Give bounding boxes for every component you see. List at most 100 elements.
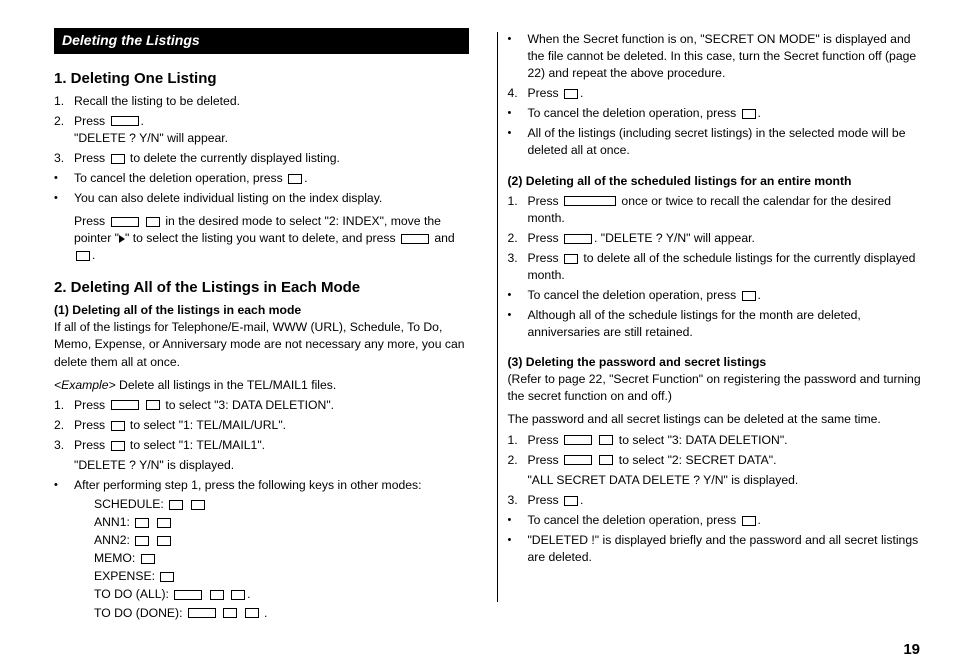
key-icon — [135, 518, 149, 528]
step-body: Press once or twice to recall the calend… — [527, 193, 922, 227]
step-body: Recall the listing to be deleted. — [74, 93, 469, 110]
text: to select "3: DATA DELETION". — [162, 398, 334, 412]
mode-line: ANN2: — [94, 532, 469, 549]
key-icon — [157, 518, 171, 528]
text — [141, 398, 144, 412]
bullet-body: After performing step 1, press the follo… — [74, 477, 469, 623]
bullet-row: • To cancel the deletion operation, pres… — [507, 287, 922, 304]
bullet-body: You can also delete individual listing o… — [74, 190, 469, 264]
mode-label: TO DO (DONE): — [94, 606, 182, 620]
step-body: Press . "DELETE ? Y/N" will appear. — [74, 113, 469, 147]
key-icon — [111, 400, 139, 410]
example-line: <Example> Delete all listings in the TEL… — [54, 377, 469, 394]
key-icon — [599, 435, 613, 445]
step-num: 2. — [54, 417, 74, 434]
key-icon — [564, 89, 578, 99]
mode-label: EXPENSE: — [94, 569, 155, 583]
step-body: Press . — [527, 492, 922, 509]
step-row: 1. Press to select "3: DATA DELETION". — [54, 397, 469, 414]
index-instruction: Press in the desired mode to select "2: … — [74, 213, 469, 264]
step-row: 1. Press once or twice to recall the cal… — [507, 193, 922, 227]
text: " to select the listing you want to dele… — [125, 231, 399, 245]
text: Press — [527, 453, 562, 467]
step-num: 3. — [54, 150, 74, 167]
step-row: 3. Press . — [507, 492, 922, 509]
key-icon — [141, 554, 155, 564]
step-num: 1. — [54, 397, 74, 414]
text: To cancel the deletion operation, press — [74, 171, 286, 185]
text: to select "1: TEL/MAIL1". — [127, 438, 266, 452]
step-body: Press . "DELETE ? Y/N" will appear. — [527, 230, 922, 247]
bullet-body: To cancel the deletion operation, press … — [527, 512, 922, 529]
key-icon — [210, 590, 224, 600]
mode-label: SCHEDULE: — [94, 497, 164, 511]
bullet-icon: • — [507, 532, 527, 566]
text: . — [92, 248, 95, 262]
bullet-body: "DELETED !" is displayed briefly and the… — [527, 532, 922, 566]
step-row: 3. Press to delete the currently display… — [54, 150, 469, 167]
text: Press — [527, 251, 562, 265]
mode-line: SCHEDULE: — [94, 496, 469, 513]
key-icon — [160, 572, 174, 582]
text: . — [580, 86, 583, 100]
step-body: Press to select "1: TEL/MAIL1". — [74, 437, 469, 454]
text: . — [580, 493, 583, 507]
bullet-icon: • — [507, 31, 527, 82]
step-num: 1. — [507, 193, 527, 227]
mode3-line: The password and all secret listings can… — [507, 411, 922, 428]
mode-line: TO DO (DONE): . — [94, 605, 469, 622]
step-num: 1. — [54, 93, 74, 110]
text: You can also delete individual listing o… — [74, 191, 382, 205]
bullet-row: • Although all of the schedule listings … — [507, 307, 922, 341]
step-body: Press to delete the currently displayed … — [74, 150, 469, 167]
text: and — [431, 231, 455, 245]
bullet-body: To cancel the deletion operation, press … — [74, 170, 469, 187]
text: Press — [527, 194, 562, 208]
mode-list: SCHEDULE: ANN1: ANN2: MEMO: EXPENSE: TO … — [94, 496, 469, 622]
key-icon — [564, 496, 578, 506]
key-icon — [111, 421, 125, 431]
text — [594, 433, 597, 447]
bullet-icon: • — [507, 307, 527, 341]
text: . "DELETE ? Y/N" will appear. — [594, 231, 755, 245]
step-body: Press to select "3: DATA DELETION". — [74, 397, 469, 414]
mode1-intro: If all of the listings for Telephone/E-m… — [54, 319, 469, 370]
key-icon — [564, 254, 578, 264]
bullet-row: • To cancel the deletion operation, pres… — [507, 105, 922, 122]
bullet-row: • "DELETED !" is displayed briefly and t… — [507, 532, 922, 566]
step-row: 4. Press . — [507, 85, 922, 102]
step-num: 2. — [54, 113, 74, 147]
page-number: 19 — [903, 641, 920, 658]
mode-line: ANN1: — [94, 514, 469, 531]
text: After performing step 1, press the follo… — [74, 478, 422, 492]
mode-label: MEMO: — [94, 551, 135, 565]
mode-label: ANN1: — [94, 515, 130, 529]
key-icon — [174, 590, 202, 600]
text: Press — [74, 114, 109, 128]
subheading-mode3: (3) Deleting the password and secret lis… — [507, 354, 922, 371]
bullet-icon: • — [54, 170, 74, 187]
bullet-row: • All of the listings (including secret … — [507, 125, 922, 159]
step-row: 2. Press to select "1: TEL/MAIL/URL". — [54, 417, 469, 434]
bullet-body: To cancel the deletion operation, press … — [527, 105, 922, 122]
step-num: 3. — [507, 250, 527, 284]
step-body: Press to select "3: DATA DELETION". — [527, 432, 922, 449]
key-icon — [146, 217, 160, 227]
manual-page: Deleting the Listings 1. Deleting One Li… — [0, 0, 954, 672]
example-label: <Example> — [54, 378, 116, 392]
bullet-icon: • — [507, 512, 527, 529]
text: Press — [527, 493, 562, 507]
text: Press — [527, 231, 562, 245]
text: to delete all of the schedule listings f… — [527, 251, 915, 282]
text: To cancel the deletion operation, press — [527, 106, 739, 120]
text: To cancel the deletion operation, press — [527, 288, 739, 302]
text: Press — [74, 418, 109, 432]
bullet-body: To cancel the deletion operation, press … — [527, 287, 922, 304]
key-icon — [111, 441, 125, 451]
key-icon — [111, 116, 139, 126]
text — [141, 214, 144, 228]
bullet-icon: • — [507, 287, 527, 304]
text: to select "1: TEL/MAIL/URL". — [127, 418, 286, 432]
text: to select "2: SECRET DATA". — [615, 453, 776, 467]
key-icon — [742, 516, 756, 526]
